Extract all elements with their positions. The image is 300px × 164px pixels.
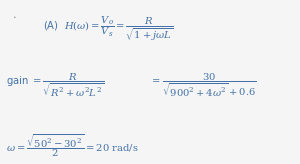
Text: gain $= \dfrac{R}{\sqrt{R^2 + \omega^2 L^2}}$: gain $= \dfrac{R}{\sqrt{R^2 + \omega^2 L… (6, 71, 104, 99)
Text: $\omega = \dfrac{\sqrt{50^2 - 30^2}}{2} = 20\ \mathrm{rad/s}$: $\omega = \dfrac{\sqrt{50^2 - 30^2}}{2} … (6, 132, 139, 159)
Text: $\cdot$: $\cdot$ (12, 11, 16, 21)
Text: (A)  $H(\omega) = \dfrac{V_o}{V_s} = \dfrac{R}{\sqrt{1 + j\omega L}}$: (A) $H(\omega) = \dfrac{V_o}{V_s} = \dfr… (44, 14, 174, 43)
Text: $= \dfrac{30}{\sqrt{900^2 + 4\omega^2} + 0.6}$: $= \dfrac{30}{\sqrt{900^2 + 4\omega^2} +… (150, 71, 257, 99)
